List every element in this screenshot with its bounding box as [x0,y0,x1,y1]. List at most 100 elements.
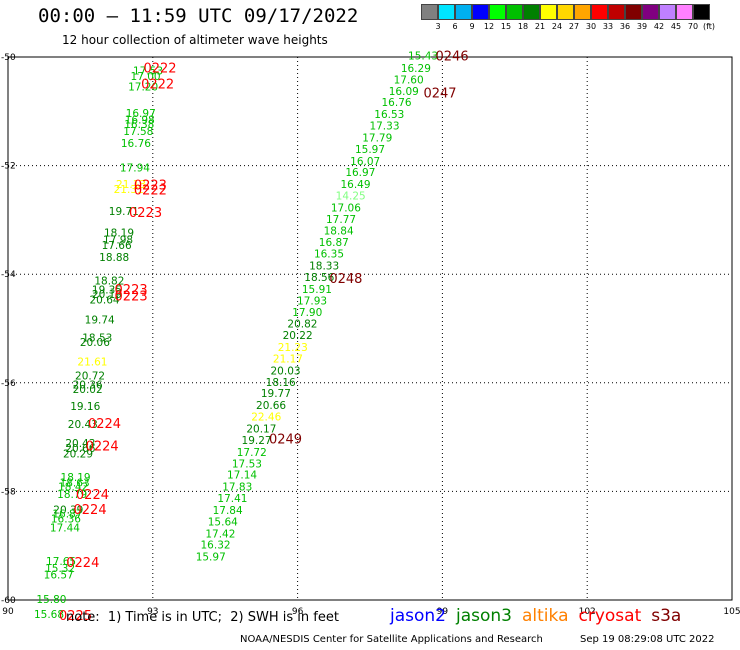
swh-value: 17.90 [292,307,322,319]
colorbar-label: 12 [483,22,495,31]
pass-time-label: 0248 [329,272,362,287]
swh-value: 20.06 [80,337,110,349]
colorbar-label: 18 [517,22,529,31]
colorbar-label: 3 [435,22,441,31]
swh-value: 18.19 [104,227,134,239]
swh-value: 17.94 [120,162,150,174]
colorbar-label: 70 [687,22,699,31]
swh-value: 21.23 [278,342,308,354]
swh-value: 21.17 [273,353,303,365]
swh-value: 18.56 [304,272,334,284]
colorbar-label: 24 [551,22,563,31]
swh-value: 16.57 [44,570,74,582]
swh-value: 20.72 [75,370,105,382]
swh-value: 15.43 [408,50,438,62]
swh-value: 19.74 [85,314,115,326]
swh-value: 17.72 [237,447,267,459]
swh-value: 20.36 [73,380,103,392]
colorbar-swatch [540,4,557,20]
colorbar-label: 21 [534,22,546,31]
swh-value: 16.87 [52,509,82,521]
colorbar-label: 39 [636,22,648,31]
x-tick-label: 105 [723,607,740,617]
colorbar-swatch [608,4,625,20]
swh-value: 17.93 [297,295,327,307]
swh-value: 21.31 [114,184,144,196]
swh-value: 20.29 [63,448,93,460]
swh-value: 17.14 [227,470,257,482]
swh-value: 20.19 [92,289,122,301]
swh-value: 19.16 [70,401,100,413]
colorbar-label: 45 [670,22,682,31]
swh-value: 17.79 [362,132,392,144]
colorbar-swatch [676,4,693,20]
swh-value: 16.09 [389,86,419,98]
swh-value: 16.07 [350,156,380,168]
colorbar-label: 36 [619,22,631,31]
swh-value: 21.13 [116,179,146,191]
colorbar-label: 27 [568,22,580,31]
y-tick-label: -58 [1,487,16,497]
colorbar-label: 30 [585,22,597,31]
swh-value: 22.46 [251,412,281,424]
swh-value: 16.32 [201,540,231,552]
colorbar-swatch [659,4,676,20]
swh-value: 20.43 [68,419,98,431]
swh-value: 18.82 [94,275,124,287]
colorbar-swatch [591,4,608,20]
swh-value: 20.43 [65,438,95,450]
chart-title: 00:00 – 11:59 UTC 09/17/2022 [38,5,359,27]
swh-value: 17.41 [217,493,247,505]
swh-value: 16.97 [345,167,375,179]
colorbar-label: 42 [653,22,665,31]
swh-value: 21.61 [77,357,107,369]
x-tick-label: 90 [2,607,14,617]
pass-time-label: 0223 [115,283,148,298]
swh-value: 17.20 [128,81,158,93]
swh-value: 17.58 [123,126,153,138]
x-tick-label: 93 [147,607,158,617]
swh-value: 17.83 [222,482,252,494]
pass-time-label: 0223 [134,179,167,194]
legend-entry-s3a: s3a [651,606,682,626]
swh-value: 17.42 [205,528,235,540]
colorbar-label: 33 [602,22,614,31]
pass-time-label: 0222 [134,184,167,199]
swh-value: 18.19 [61,472,91,484]
colorbar-swatch [421,4,438,20]
swh-value: 16.29 [401,63,431,75]
swh-value: 16.97 [126,108,156,120]
swh-value: 20.64 [90,294,120,306]
swh-value: 20.02 [73,384,103,396]
swh-value: 18.79 [57,489,87,501]
footer-note: note: 1) Time is in UTC; 2) SWH is in fe… [66,610,339,625]
swh-value: 18.84 [324,225,354,237]
swh-value: 20.17 [246,423,276,435]
swh-value: 17.84 [213,505,243,517]
pass-time-label: 0223 [129,206,162,221]
colorbar-swatch [472,4,489,20]
swh-value: 19.77 [261,388,291,400]
swh-value: 20.03 [271,365,301,377]
x-tick-label: 99 [437,607,449,617]
swh-value: 15.91 [302,284,332,296]
pass-time-label: 0224 [74,503,107,518]
colorbar-label: 9 [469,22,475,31]
colorbar-swatch [625,4,642,20]
colorbar-swatch [642,4,659,20]
colorbar-swatch [693,4,710,20]
x-tick-label: 102 [579,607,596,617]
swh-value: 18.63 [60,477,90,489]
swh-value: 17.44 [50,522,80,534]
y-tick-label: -50 [1,53,16,63]
swh-value: 15.97 [196,552,226,564]
swh-value: 20.39 [53,504,83,516]
swh-value: 17.98 [103,235,133,247]
legend-entry-altika: altika [522,606,569,626]
swh-value: 15.32 [45,563,75,575]
pass-time-label: 0223 [115,290,148,305]
swh-value: 14.25 [336,191,366,203]
satellite-legend: jason2 jason3 altika cryosat s3a [390,606,691,626]
swh-value: 17.06 [331,202,361,214]
footer-timestamp: Sep 19 08:29:08 UTC 2022 [580,634,715,645]
